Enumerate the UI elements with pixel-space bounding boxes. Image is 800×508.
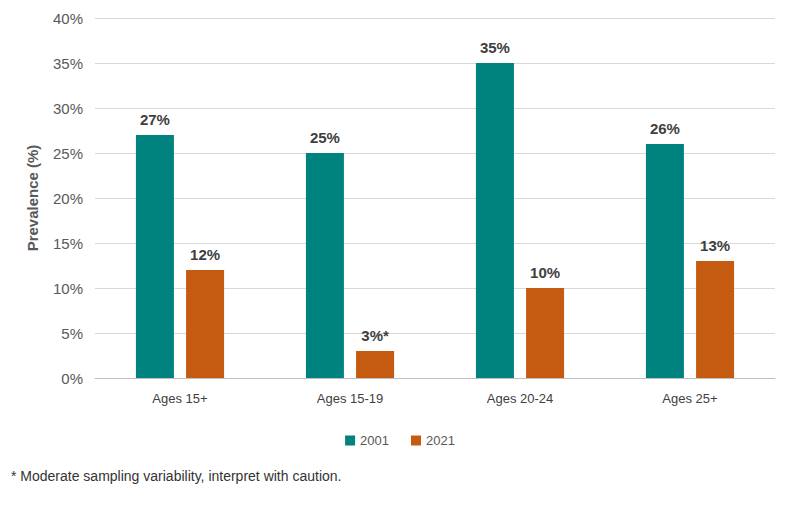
svg-text:12%: 12%: [190, 246, 220, 263]
svg-text:0%: 0%: [61, 370, 83, 387]
svg-text:26%: 26%: [650, 120, 680, 137]
svg-text:20%: 20%: [53, 190, 83, 207]
svg-text:3%*: 3%*: [361, 327, 389, 344]
svg-text:35%: 35%: [480, 39, 510, 56]
svg-text:10%: 10%: [530, 264, 560, 281]
svg-text:Ages 25+: Ages 25+: [662, 391, 717, 406]
svg-text:2021: 2021: [426, 433, 455, 448]
svg-text:25%: 25%: [310, 129, 340, 146]
svg-text:40%: 40%: [53, 10, 83, 27]
svg-text:13%: 13%: [700, 237, 730, 254]
svg-text:10%: 10%: [53, 280, 83, 297]
svg-text:Ages 15-19: Ages 15-19: [317, 391, 384, 406]
svg-text:5%: 5%: [61, 325, 83, 342]
svg-text:Ages 15+: Ages 15+: [152, 391, 207, 406]
svg-text:35%: 35%: [53, 55, 83, 72]
svg-text:Prevalence (%): Prevalence (%): [24, 145, 41, 252]
svg-text:25%: 25%: [53, 145, 83, 162]
svg-text:2001: 2001: [360, 433, 389, 448]
svg-text:27%: 27%: [140, 111, 170, 128]
svg-text:Ages 20-24: Ages 20-24: [487, 391, 554, 406]
svg-text:15%: 15%: [53, 235, 83, 252]
svg-text:* Moderate sampling variabilit: * Moderate sampling variability, interpr…: [11, 468, 341, 484]
svg-text:30%: 30%: [53, 100, 83, 117]
